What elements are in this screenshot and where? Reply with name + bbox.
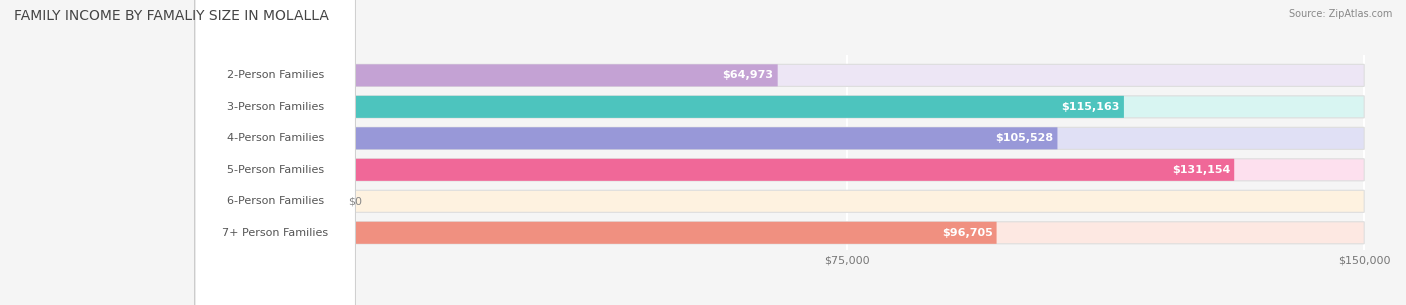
FancyBboxPatch shape [329,190,1364,212]
Text: 5-Person Families: 5-Person Families [226,165,323,175]
FancyBboxPatch shape [329,127,1057,149]
FancyBboxPatch shape [329,159,1364,181]
Text: $0: $0 [349,196,363,206]
FancyBboxPatch shape [329,159,1234,181]
Text: $64,973: $64,973 [723,70,773,80]
FancyBboxPatch shape [329,222,997,244]
FancyBboxPatch shape [329,64,1364,86]
Text: $115,163: $115,163 [1062,102,1119,112]
FancyBboxPatch shape [329,222,1364,244]
Text: 6-Person Families: 6-Person Families [226,196,323,206]
Text: $105,528: $105,528 [995,133,1053,143]
Text: 3-Person Families: 3-Person Families [226,102,323,112]
Text: $131,154: $131,154 [1171,165,1230,175]
FancyBboxPatch shape [191,0,359,305]
FancyBboxPatch shape [191,0,359,305]
Text: 7+ Person Families: 7+ Person Families [222,228,328,238]
FancyBboxPatch shape [329,64,778,86]
FancyBboxPatch shape [191,0,359,305]
Text: FAMILY INCOME BY FAMALIY SIZE IN MOLALLA: FAMILY INCOME BY FAMALIY SIZE IN MOLALLA [14,9,329,23]
FancyBboxPatch shape [191,0,359,305]
Text: Source: ZipAtlas.com: Source: ZipAtlas.com [1288,9,1392,19]
FancyBboxPatch shape [191,0,359,305]
FancyBboxPatch shape [329,96,1123,118]
FancyBboxPatch shape [191,0,359,305]
FancyBboxPatch shape [329,127,1364,149]
Text: 2-Person Families: 2-Person Families [226,70,323,80]
FancyBboxPatch shape [329,96,1364,118]
Text: 4-Person Families: 4-Person Families [226,133,323,143]
Text: $96,705: $96,705 [942,228,993,238]
